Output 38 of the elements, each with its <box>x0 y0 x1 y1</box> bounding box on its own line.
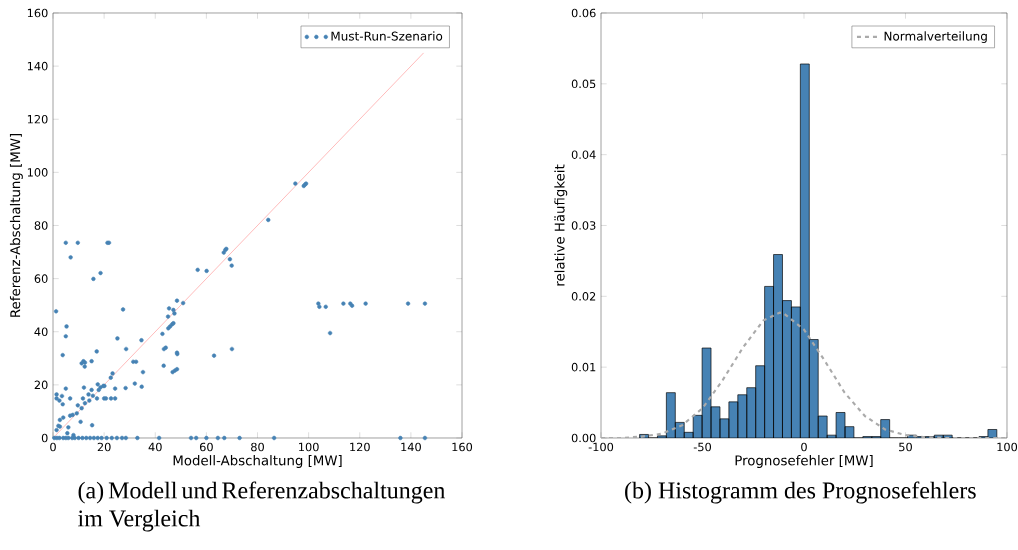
x-tick-label: 60 <box>199 442 213 452</box>
y-tick-label: 100 <box>27 168 48 177</box>
y-tick-label: 0.06 <box>571 8 596 18</box>
y-tick-label: 0.00 <box>571 433 596 443</box>
y-tick-label: 120 <box>27 114 48 124</box>
x-tick-label: 0 <box>50 442 56 452</box>
x-tick-label: 20 <box>97 442 111 452</box>
x-tick-label: 160 <box>452 442 473 452</box>
y-tick-label: 20 <box>34 380 48 390</box>
y-tick-label: 0.04 <box>571 150 596 159</box>
x-tick-label: 100 <box>299 442 319 452</box>
x-axis-title: Prognosefehler [MW] <box>735 455 873 468</box>
text: (b) Histogramm des Prognosefehlers <box>625 481 976 504</box>
x-axis-title: Modell-Abschaltung [MW] <box>173 455 342 468</box>
y-tick-label: 0 <box>41 433 48 443</box>
y-tick-label: 140 <box>27 61 48 71</box>
x-tick-label: 50 <box>899 442 912 452</box>
x-tick-label: 120 <box>350 442 370 452</box>
x-tick-label: 140 <box>401 442 421 452</box>
y-tick-label: 40 <box>34 327 48 337</box>
y-tick-label: 0.01 <box>571 362 596 372</box>
x-tick-label: -50 <box>693 442 711 452</box>
legend-label: Normalverteilung <box>884 31 987 43</box>
x-tick-label: 0 <box>801 442 807 452</box>
x-tick-label: 40 <box>148 442 162 452</box>
y-tick-label: 0.02 <box>571 292 596 301</box>
y-tick-label: 60 <box>34 274 48 283</box>
y-axis-title: Referenz-Abschaltung [MW] <box>9 134 23 317</box>
y-axis-title: relative Häufigkeit <box>554 164 568 286</box>
x-tick-label: 80 <box>251 442 264 452</box>
y-tick-label: 80 <box>34 221 48 230</box>
y-tick-label: 0.03 <box>571 221 596 230</box>
x-tick-label: 100 <box>997 442 1018 452</box>
x-tick-label: -100 <box>588 442 614 452</box>
y-tick-label: 0.05 <box>571 79 596 89</box>
y-tick-label: 160 <box>27 8 48 18</box>
legend-label: Must-Run-Szenario <box>331 31 443 41</box>
text: (a) Modell und Referenzabschaltungen im Vergleich <box>78 481 446 532</box>
